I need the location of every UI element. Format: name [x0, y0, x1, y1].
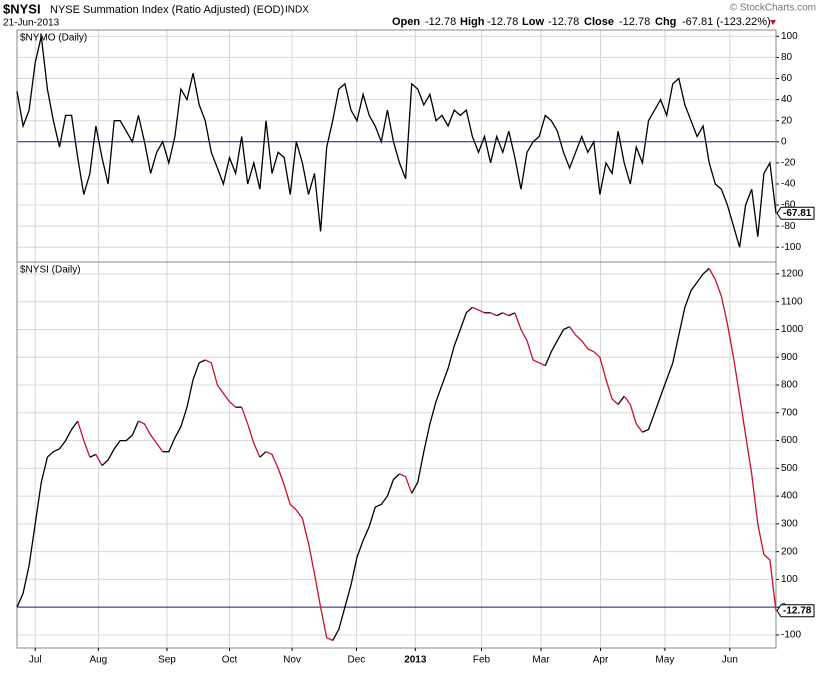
- x-tick-label: Aug: [89, 655, 107, 666]
- y-tick-label: 700: [781, 407, 798, 418]
- y-tick-label: 900: [781, 352, 798, 363]
- x-tick-label: Sep: [158, 655, 176, 666]
- line-falling: [623, 395, 643, 433]
- y-tick-label: -60: [781, 200, 796, 211]
- low-label: Low: [522, 16, 544, 28]
- y-tick-label: 0: [781, 136, 787, 147]
- x-tick-label: 2013: [404, 655, 427, 666]
- x-tick-label: Oct: [222, 655, 238, 666]
- last-value-label: -67.81: [783, 208, 812, 219]
- x-tick-label: Dec: [348, 655, 366, 666]
- exchange: INDX: [285, 5, 309, 16]
- line-rising: [259, 451, 267, 458]
- line-falling: [472, 306, 485, 314]
- line-falling: [502, 312, 510, 317]
- line-falling: [265, 451, 333, 642]
- line-rising: [332, 473, 400, 641]
- line-rising: [101, 420, 139, 467]
- y-tick-label: 40: [781, 94, 793, 105]
- y-tick-label: 80: [781, 52, 793, 63]
- line-rising: [544, 326, 570, 366]
- panel-title: $NYMO (Daily): [20, 33, 87, 44]
- line-rising: [496, 312, 504, 317]
- x-tick-label: Jun: [722, 655, 738, 666]
- symbol: $NYSI: [3, 1, 41, 16]
- y-tick-label: -20: [781, 158, 796, 169]
- low: -12.78: [548, 16, 579, 28]
- high-label: High: [460, 16, 485, 28]
- line-rising: [411, 306, 473, 494]
- y-tick-label: 500: [781, 463, 798, 474]
- open-label: Open: [392, 16, 420, 28]
- x-tick-label: Feb: [473, 655, 491, 666]
- line-rising: [89, 453, 97, 458]
- date: 21-Jun-2013: [3, 18, 60, 29]
- line-falling: [708, 268, 777, 611]
- y-tick-label: 600: [781, 435, 798, 446]
- line-falling: [241, 406, 261, 458]
- y-tick-label: 1100: [781, 296, 803, 307]
- close-label: Close: [584, 16, 614, 28]
- y-tick-label: 60: [781, 73, 793, 84]
- y-tick-label: 800: [781, 380, 798, 391]
- line-rising: [16, 420, 79, 608]
- open: -12.78: [425, 16, 456, 28]
- down-arrow: [770, 20, 776, 25]
- high: -12.78: [487, 16, 518, 28]
- y-tick-label: 1200: [781, 269, 804, 280]
- chg-label: Chg: [655, 16, 676, 28]
- line-rising: [617, 395, 625, 405]
- line-falling: [399, 473, 413, 494]
- x-tick-label: Jul: [29, 655, 42, 666]
- y-tick-label: 1000: [781, 324, 804, 335]
- line-falling: [77, 420, 91, 458]
- line: [16, 36, 777, 248]
- last-value-label: -12.78: [783, 605, 812, 616]
- line-falling: [95, 454, 103, 466]
- y-tick-label: -80: [781, 221, 796, 232]
- line-falling: [204, 359, 237, 408]
- line-falling: [138, 420, 164, 453]
- y-tick-label: 200: [781, 546, 798, 557]
- close: -12.78: [619, 16, 650, 28]
- last-value-box: [776, 206, 815, 220]
- y-tick-label: -100: [781, 242, 801, 253]
- line-falling: [569, 326, 619, 405]
- y-tick-label: 100: [781, 31, 798, 42]
- line-rising: [162, 359, 206, 453]
- line-falling: [514, 312, 546, 367]
- y-tick-label: 20: [781, 115, 793, 126]
- credit: © StockCharts.com: [730, 3, 816, 14]
- line-falling: [490, 312, 497, 317]
- panel-title: $NYSI (Daily): [20, 265, 81, 276]
- panel-frame: [16, 261, 777, 649]
- chg: -67.81 (-123.22%): [682, 16, 771, 28]
- x-tick-label: Mar: [532, 655, 550, 666]
- x-tick-label: May: [655, 655, 674, 666]
- x-tick-label: Nov: [283, 655, 301, 666]
- y-tick-label: -40: [781, 179, 796, 190]
- index-name: NYSE Summation Index (Ratio Adjusted) (E…: [50, 4, 284, 16]
- line-rising: [642, 267, 710, 433]
- y-tick-label: 100: [781, 574, 798, 585]
- y-tick-label: 400: [781, 491, 798, 502]
- y-tick-label: -100: [781, 630, 801, 641]
- y-tick-label: 300: [781, 519, 798, 530]
- x-tick-label: Apr: [593, 655, 609, 666]
- line-rising: [508, 312, 516, 317]
- last-value-box: [776, 604, 815, 618]
